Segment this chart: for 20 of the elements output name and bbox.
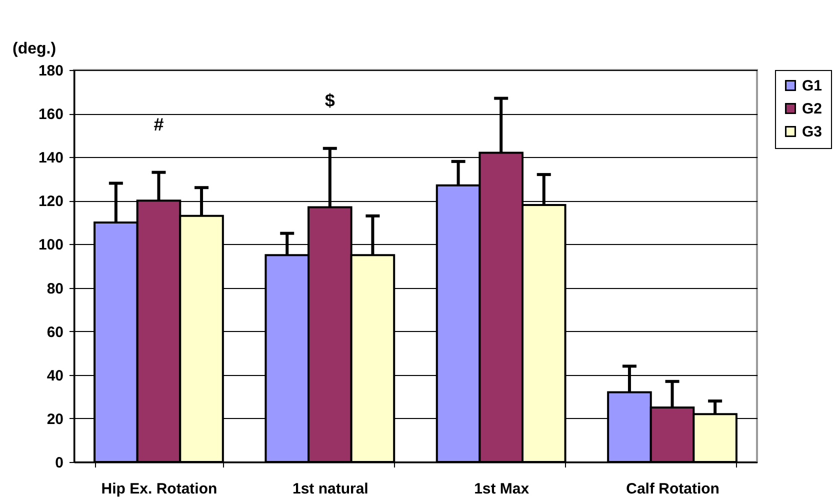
y-tick-label: 40 — [46, 367, 64, 384]
y-tick-label: 160 — [38, 106, 64, 124]
y-tick-label: 120 — [38, 193, 64, 210]
y-tick-label: 20 — [46, 410, 64, 428]
annotation: $ — [324, 90, 335, 110]
y-tick-label: 80 — [46, 280, 64, 298]
x-tick-label: Calf Rotation — [626, 480, 720, 498]
y-tick-label: 140 — [38, 150, 64, 167]
y-axis-title: (deg.) — [12, 40, 56, 58]
legend-label: G1 — [802, 78, 822, 94]
legend-label: G2 — [802, 100, 822, 118]
y-tick-label: 60 — [46, 324, 64, 341]
annotation: # — [154, 114, 164, 134]
legend-label: G3 — [802, 124, 822, 140]
x-tick-label: Hip Ex. Rotation — [101, 480, 218, 498]
x-tick-label: 1st natural — [292, 480, 368, 498]
x-tick-label: 1st Max — [474, 480, 530, 498]
y-tick-label: 0 — [55, 454, 64, 472]
y-tick-label: 180 — [38, 62, 64, 80]
y-tick-label: 100 — [38, 236, 64, 254]
